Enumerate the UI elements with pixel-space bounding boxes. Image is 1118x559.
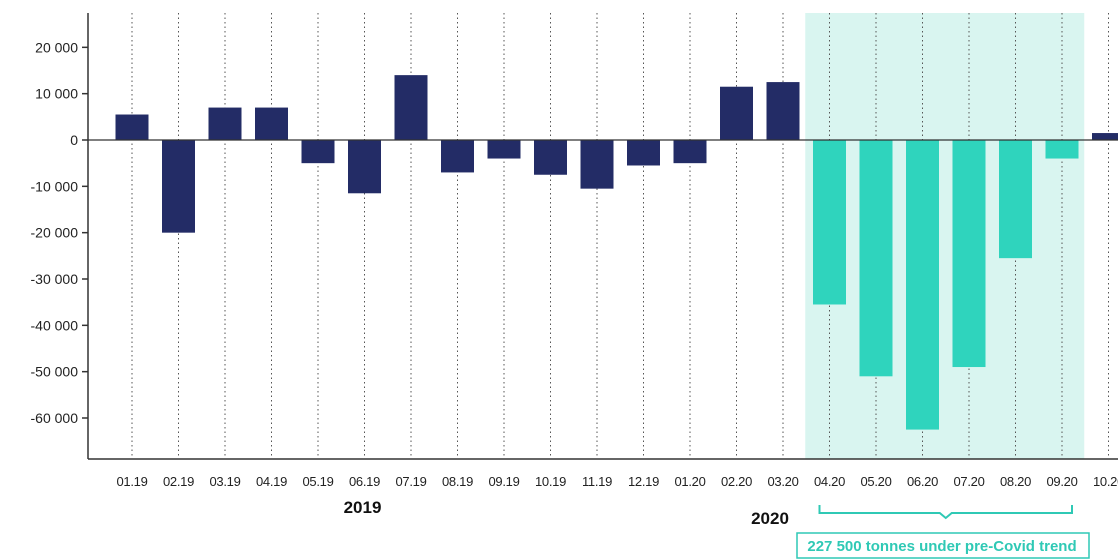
y-tick-label: -50 000	[31, 364, 79, 380]
bar-08.20	[999, 140, 1032, 259]
y-tick-label: 10 000	[35, 86, 78, 102]
x-tick-label: 09.20	[1046, 474, 1077, 489]
x-tick-label: 01.20	[674, 474, 705, 489]
bar-02.19	[162, 140, 195, 233]
x-tick-label: 08.20	[1000, 474, 1031, 489]
x-tick-label: 05.19	[302, 474, 333, 489]
x-tick-label: 10.20	[1093, 474, 1118, 489]
y-tick-label: -60 000	[31, 410, 79, 426]
x-tick-label: 01.19	[116, 474, 147, 489]
year-label: 2020	[751, 509, 789, 528]
y-tick-label: -30 000	[31, 271, 79, 287]
y-tick-label: -40 000	[31, 317, 79, 333]
bar-09.20	[1045, 140, 1079, 159]
x-tick-label: 07.20	[953, 474, 984, 489]
bar-10.19	[534, 140, 567, 175]
bar-02.20	[720, 86, 753, 140]
bar-05.19	[301, 140, 335, 164]
annotation-text: 227 500 tonnes under pre-Covid trend	[807, 538, 1076, 555]
x-tick-label: 04.19	[256, 474, 287, 489]
bar-04.20	[813, 140, 846, 305]
x-tick-label: 09.19	[488, 474, 519, 489]
bar-01.20	[673, 140, 707, 164]
bar-09.19	[487, 140, 521, 159]
y-tick-label: 20 000	[35, 39, 78, 55]
x-tick-label: 05.20	[860, 474, 891, 489]
bar-08.19	[441, 140, 474, 173]
annotation-bracket	[818, 505, 1073, 520]
axis-layer	[82, 13, 1118, 460]
bar-01.19	[115, 114, 149, 140]
x-tick-label: 12.19	[628, 474, 659, 489]
y-tick-label: 0	[70, 132, 78, 148]
x-tick-label: 10.19	[535, 474, 566, 489]
x-tick-label: 06.20	[907, 474, 938, 489]
highlight-band	[805, 13, 1085, 459]
y-tick-label: -10 000	[31, 178, 79, 194]
bar-05.20	[859, 140, 893, 377]
x-tick-label: 11.19	[582, 474, 612, 489]
bar-12.19	[627, 140, 660, 166]
bar-04.19	[255, 107, 288, 140]
bar-06.20	[906, 140, 939, 430]
bar-06.19	[348, 140, 381, 194]
x-tick-label: 07.19	[395, 474, 426, 489]
annotation-box	[796, 532, 1090, 559]
bar-11.19	[580, 140, 614, 189]
highlight-band-layer	[805, 13, 1085, 459]
bar-07.20	[952, 140, 986, 368]
year-label: 2019	[344, 498, 382, 517]
x-tick-label: 08.19	[442, 474, 473, 489]
y-tick-label: -20 000	[31, 225, 79, 241]
x-tick-label: 02.20	[721, 474, 752, 489]
bar-layer	[115, 75, 1118, 430]
x-tick-label: 02.19	[163, 474, 194, 489]
bar-07.19	[394, 75, 428, 140]
x-tick-label: 03.19	[209, 474, 240, 489]
label-layer: 20 000 10 000 0 -10 000 -20 000 -30 000 -40 00…	[31, 39, 1118, 559]
bar-10.20	[1092, 133, 1118, 140]
bar-03.20	[766, 82, 800, 140]
x-tick-label: 03.20	[767, 474, 798, 489]
bar-03.19	[208, 107, 242, 140]
x-tick-label: 04.20	[814, 474, 845, 489]
x-tick-label: 06.19	[349, 474, 380, 489]
